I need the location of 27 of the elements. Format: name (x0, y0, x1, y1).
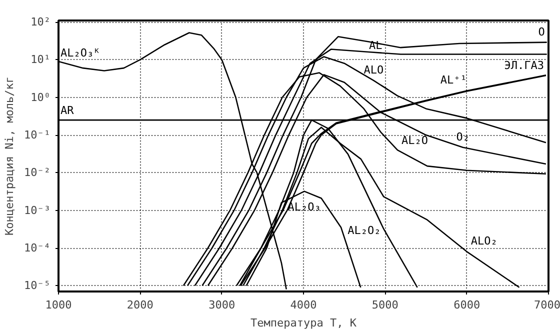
x-tick-label: 1000 (45, 298, 72, 312)
y-tick-label: 10⁻⁵ (24, 279, 51, 292)
x-tick-label: 6000 (454, 298, 480, 312)
y-tick-label: 10⁻⁴ (24, 242, 51, 255)
series-label: ЭЛ.ГАЗ (504, 59, 544, 72)
x-tick-label: 2000 (126, 298, 154, 312)
y-tick-label: 10⁻³ (24, 204, 51, 217)
series-label: ALO (364, 64, 384, 77)
series-label: ALO₂ (470, 234, 498, 248)
x-axis-title: Температура T, K (250, 316, 357, 330)
x-tick-label: 4000 (290, 298, 317, 312)
series-label: AL₂O₂ (348, 224, 381, 237)
y-tick-label: 10⁰ (30, 90, 51, 104)
x-tick-label: 3000 (208, 298, 236, 312)
series-label: AL⁺¹ (440, 73, 467, 86)
x-tick-label: 5000 (372, 298, 398, 312)
y-tick-label: 10² (30, 16, 51, 29)
series-label: O (538, 25, 545, 38)
series-label: AL₂O (402, 134, 428, 148)
y-tick-label: 10¹ (30, 53, 51, 66)
series-label: O₂ (456, 130, 470, 144)
y-tick-label: 10⁻¹ (24, 128, 51, 142)
x-tick-label: 7000 (534, 298, 560, 312)
y-tick-label: 10⁻² (24, 166, 51, 180)
legend-label: AL₂O₃ᴷ (60, 46, 100, 60)
series-label: AR (60, 104, 74, 118)
y-axis-title: Концентрация Ni, моль/кг (3, 76, 16, 236)
